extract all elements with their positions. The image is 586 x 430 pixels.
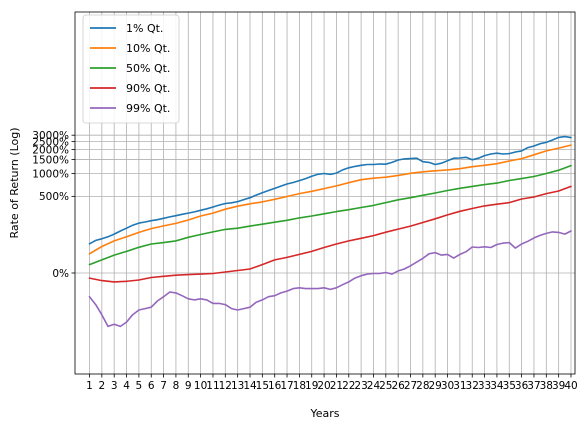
x-tick-label: 16 [268, 380, 282, 392]
x-tick-label: 14 [243, 380, 257, 392]
x-tick-label: 15 [256, 380, 269, 392]
x-tick-label: 11 [206, 380, 219, 392]
legend-box [82, 14, 180, 124]
y-tick-label: 2000% [32, 144, 69, 156]
x-tick-label: 24 [367, 380, 381, 392]
x-tick-label: 2 [99, 380, 106, 392]
x-tick-label: 28 [416, 380, 429, 392]
x-tick-label: 5 [136, 380, 143, 392]
x-tick-label: 4 [123, 380, 130, 392]
series-line-1 [88, 144, 572, 255]
x-tick-label: 33 [478, 380, 491, 392]
x-tick-label: 20 [317, 380, 330, 392]
x-tick-label: 31 [453, 380, 466, 392]
legend-label-0: 1% Qt. [126, 22, 163, 35]
y-axis-label: Rate of Return (Log) [8, 127, 21, 238]
x-tick-label: 8 [173, 380, 180, 392]
x-tick-label: 17 [280, 380, 293, 392]
x-tick-label: 10 [194, 380, 207, 392]
legend-label-3: 90% Qt. [126, 82, 170, 95]
x-tick-label: 30 [441, 380, 454, 392]
series-line-0 [88, 135, 572, 245]
x-tick-label: 32 [466, 380, 479, 392]
y-tick-label: 2500% [32, 136, 69, 148]
x-tick-label: 38 [540, 380, 553, 392]
x-tick-label: 21 [330, 380, 343, 392]
x-tick-label: 34 [490, 380, 504, 392]
x-axis-label: Years [309, 407, 339, 420]
x-tick-label: 3 [111, 380, 118, 392]
legend-label-4: 99% Qt. [126, 102, 170, 115]
series-line-4 [88, 230, 572, 328]
x-tick-label: 7 [160, 380, 167, 392]
x-tick-label: 19 [305, 380, 318, 392]
series-line-3 [88, 185, 572, 283]
x-tick-label: 9 [185, 380, 192, 392]
x-axis: 1 2 3 4 5 6 7 8 9 1011121314151617181920212223242… [86, 374, 578, 392]
x-tick-label: 12 [219, 380, 232, 392]
x-tick-label: 13 [231, 380, 244, 392]
legend-label-2: 50% Qt. [126, 62, 170, 75]
y-tick-label: 1000% [32, 168, 69, 180]
x-tick-label: 18 [293, 380, 306, 392]
x-tick-label: 40 [564, 380, 577, 392]
series-layer [88, 135, 572, 328]
legend: 1% Qt. 10% Qt. 50% Qt. 90% Qt. 99% Qt. [82, 14, 180, 124]
x-tick-label: 23 [354, 380, 367, 392]
x-tick-label: 37 [527, 380, 540, 392]
x-tick-label: 39 [552, 380, 565, 392]
x-tick-label: 26 [391, 380, 405, 392]
x-tick-label: 27 [404, 380, 417, 392]
legend-label-1: 10% Qt. [126, 42, 170, 55]
x-tick-label: 36 [515, 380, 529, 392]
x-tick-label: 22 [342, 380, 355, 392]
y-tick-label: 3000% [32, 130, 69, 142]
x-tick-label: 25 [379, 380, 392, 392]
y-tick-label: 0% [52, 268, 69, 280]
y-axis: 0% 500% 1000% 1500%2000%2500%3000% [32, 130, 75, 280]
x-tick-label: 35 [503, 380, 516, 392]
x-tick-label: 6 [148, 380, 155, 392]
x-tick-label: 29 [429, 380, 442, 392]
x-tick-label: 1 [86, 380, 93, 392]
y-tick-label: 1500% [32, 154, 69, 166]
plot-area-frame [74, 11, 576, 375]
y-tick-label: 500% [39, 191, 69, 203]
series-line-2 [88, 164, 572, 266]
